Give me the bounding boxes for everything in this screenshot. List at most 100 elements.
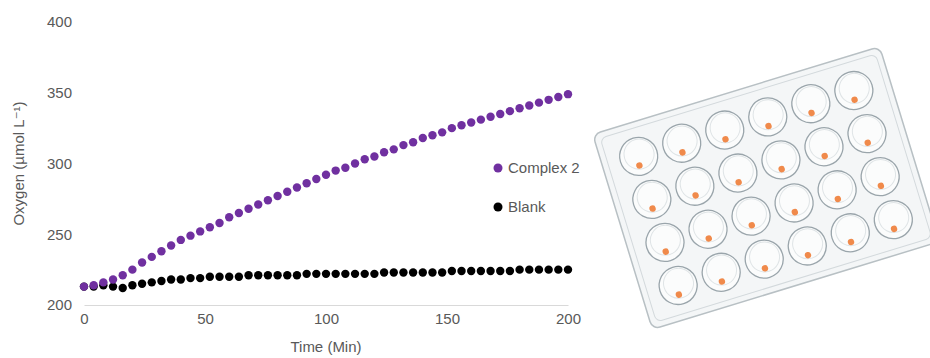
data-point [119,284,127,292]
well-inner [677,165,714,202]
sensor-spot [721,135,729,143]
well [784,222,831,269]
sensor-spot [761,264,769,272]
data-point [302,179,310,187]
data-point [186,274,194,282]
y-tick-label: 200 [47,296,72,313]
data-point [390,145,398,153]
data-point [486,113,494,121]
data-point [293,183,301,191]
data-point [215,273,223,281]
well-inner [763,139,800,176]
data-point [273,271,281,279]
data-point [254,200,262,208]
data-point [564,265,572,273]
sensor-spot [649,205,657,213]
data-point [361,270,369,278]
data-point [467,118,475,126]
x-tick: 200 [556,305,581,327]
plate-body [593,47,930,330]
well-inner [806,126,843,163]
data-point [177,275,185,283]
x-tick: 100 [314,305,339,327]
series [80,265,572,292]
data-point [283,188,291,196]
data-point [506,267,514,275]
data-point [128,265,136,273]
legend-label: Complex 2 [508,159,580,176]
data-point [457,121,465,129]
legend-marker [494,203,503,212]
well-inner [789,225,826,262]
data-point [215,219,223,227]
well [714,149,761,196]
well [813,166,860,213]
x-tick-label: 50 [197,310,214,327]
x-axis-line [85,305,569,306]
sensor-spot [864,139,872,147]
data-point [554,93,562,101]
data-point [331,270,339,278]
well-inner [746,238,783,275]
x-tick-label: 200 [556,310,581,327]
well-inner [819,169,856,206]
y-tick-label: 400 [47,13,72,30]
data-point [370,152,378,160]
well-inner [792,83,829,120]
well [800,123,847,170]
well-inner [703,251,740,288]
y-tick-label: 350 [47,84,72,101]
y-tick: 300 [47,155,84,172]
data-point [312,270,320,278]
data-point [119,271,127,279]
data-point [273,192,281,200]
well [654,262,701,309]
data-point [322,171,330,179]
y-axis: 200 250 300 350 400 [47,13,85,313]
well [856,153,903,200]
data-point [496,267,504,275]
y-tick-label: 300 [47,155,72,172]
x-axis-title: Time (Min) [290,338,361,355]
well [641,219,688,266]
sensor-spot [678,148,686,156]
data-point [535,98,543,106]
well [770,179,817,226]
well [684,206,731,253]
sensor-spot [804,251,812,259]
data-point [99,278,107,286]
well [827,209,874,256]
data-point [535,265,543,273]
x-axis: 050100150200 [80,305,581,327]
data-point [399,141,407,149]
data-point [409,138,417,146]
well [697,249,744,296]
well-inner [720,152,757,189]
data-point [206,273,214,281]
data-point [225,213,233,221]
y-tick: 250 [47,226,84,243]
well-inner [633,178,670,215]
data-point [206,223,214,231]
sensor-spot [735,178,743,186]
sensor-spot [851,96,859,104]
data-point [448,124,456,132]
well-inner [660,265,697,302]
data-point [525,265,533,273]
data-point [235,209,243,217]
data-point [157,277,165,285]
data-point [409,268,417,276]
well [740,235,787,282]
data-point [506,107,514,115]
well-inner [690,208,727,245]
y-tick: 200 [47,296,84,313]
data-point [283,271,291,279]
sensor-spot [692,191,700,199]
well [671,162,718,209]
well-inner [875,199,912,236]
data-point [264,271,272,279]
data-point [89,281,97,289]
data-point [457,267,465,275]
x-tick: 50 [197,305,214,327]
data-point [390,268,398,276]
